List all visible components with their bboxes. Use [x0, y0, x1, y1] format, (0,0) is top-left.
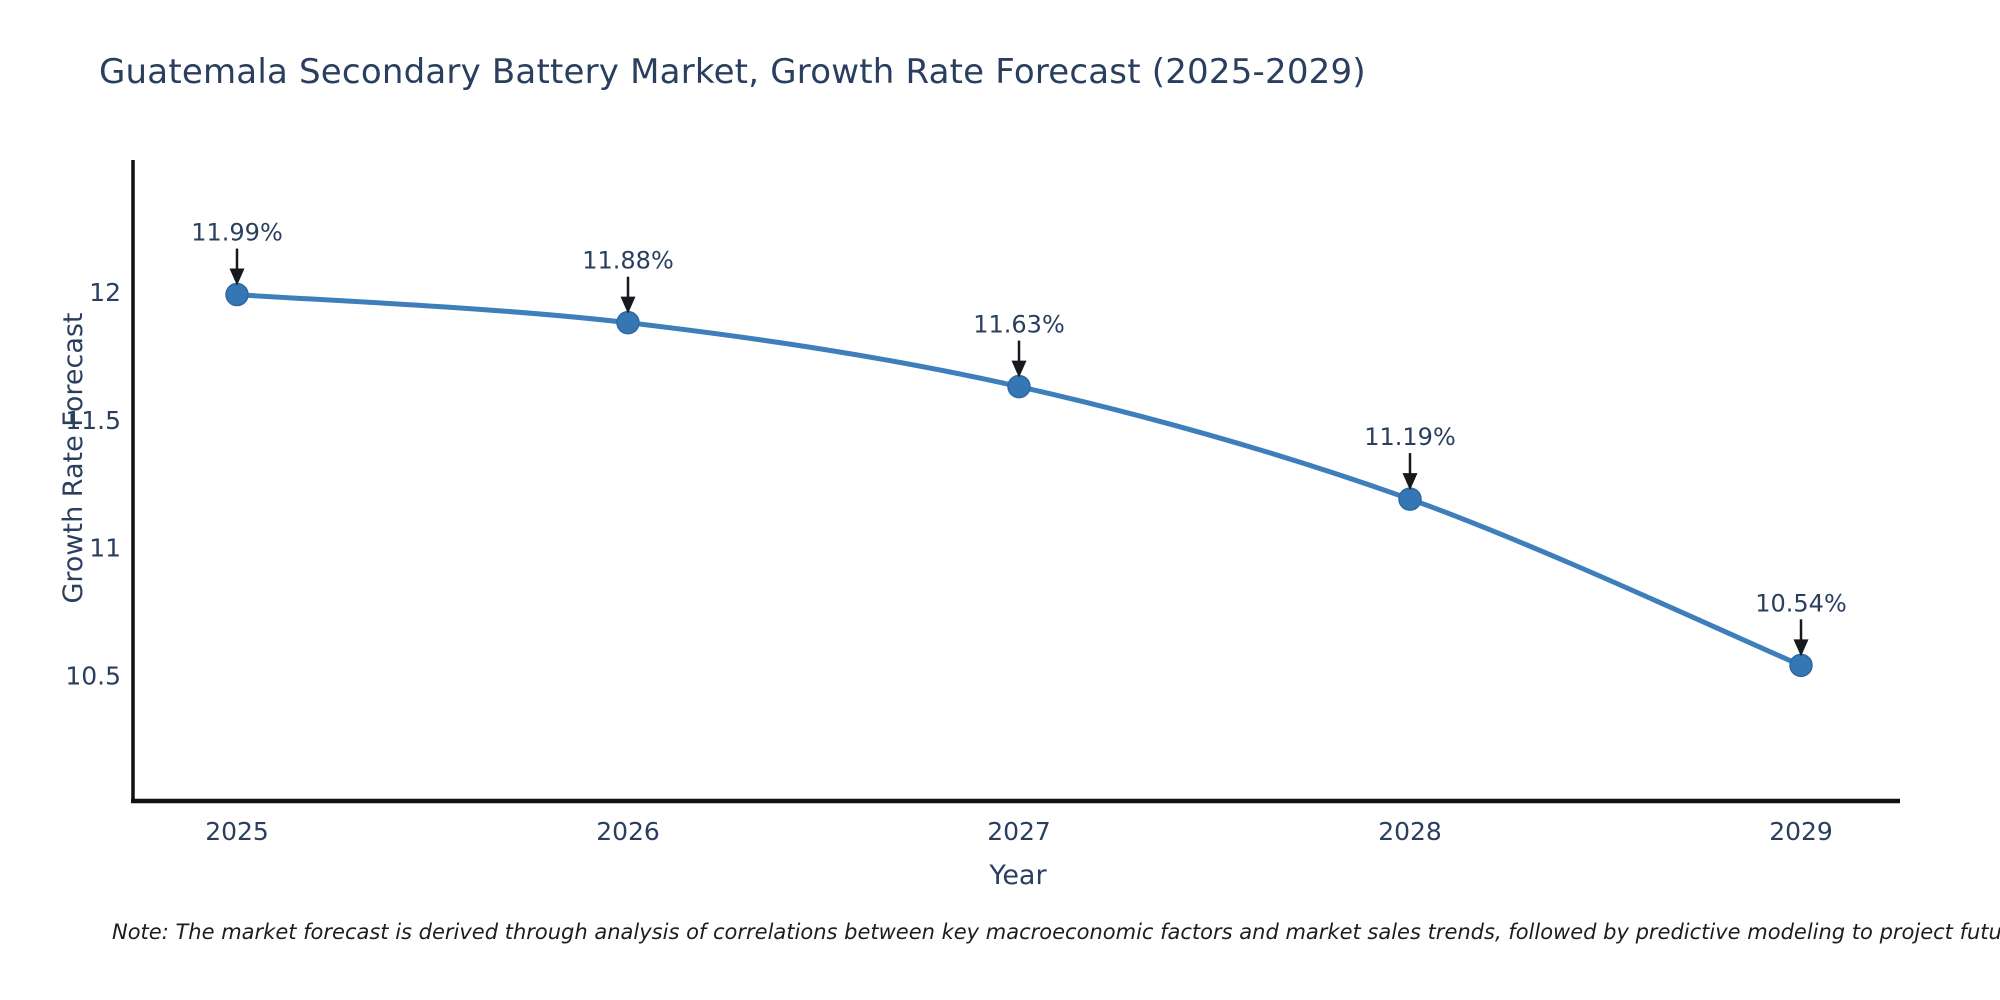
y-axis-title: Growth Rate Forecast: [58, 312, 89, 603]
y-tick-label: 10.5: [65, 662, 121, 691]
annotation-arrowhead-icon: [1011, 360, 1027, 378]
x-tick-label: 2026: [596, 817, 660, 846]
point-annotation-label: 11.63%: [973, 311, 1065, 339]
y-tick-label: 11: [89, 534, 121, 563]
data-point-marker: [225, 282, 249, 307]
point-annotation-label: 11.88%: [582, 247, 674, 275]
data-point-marker: [616, 310, 640, 335]
annotation-arrowhead-icon: [229, 268, 245, 286]
annotation-arrowhead-icon: [1793, 639, 1809, 657]
data-point-marker: [1789, 653, 1813, 678]
footnote: Note: The market forecast is derived thr…: [112, 920, 2000, 944]
x-tick-label: 2029: [1769, 817, 1833, 846]
chart-title: Guatemala Secondary Battery Market, Grow…: [99, 52, 1366, 92]
annotation-arrowhead-icon: [620, 296, 636, 314]
y-tick-label: 12: [89, 278, 121, 307]
annotation-arrowhead-icon: [1402, 473, 1418, 491]
x-tick-label: 2028: [1378, 817, 1442, 846]
x-tick-label: 2027: [987, 817, 1051, 846]
x-axis-title: Year: [988, 860, 1047, 891]
point-annotation-label: 11.19%: [1364, 423, 1456, 451]
data-point-marker: [1007, 374, 1031, 399]
y-tick-label: 11.5: [65, 406, 121, 435]
point-annotation-label: 10.54%: [1755, 589, 1847, 617]
point-annotation-label: 11.99%: [191, 219, 283, 247]
x-tick-label: 2025: [205, 817, 269, 846]
data-point-marker: [1398, 487, 1422, 511]
